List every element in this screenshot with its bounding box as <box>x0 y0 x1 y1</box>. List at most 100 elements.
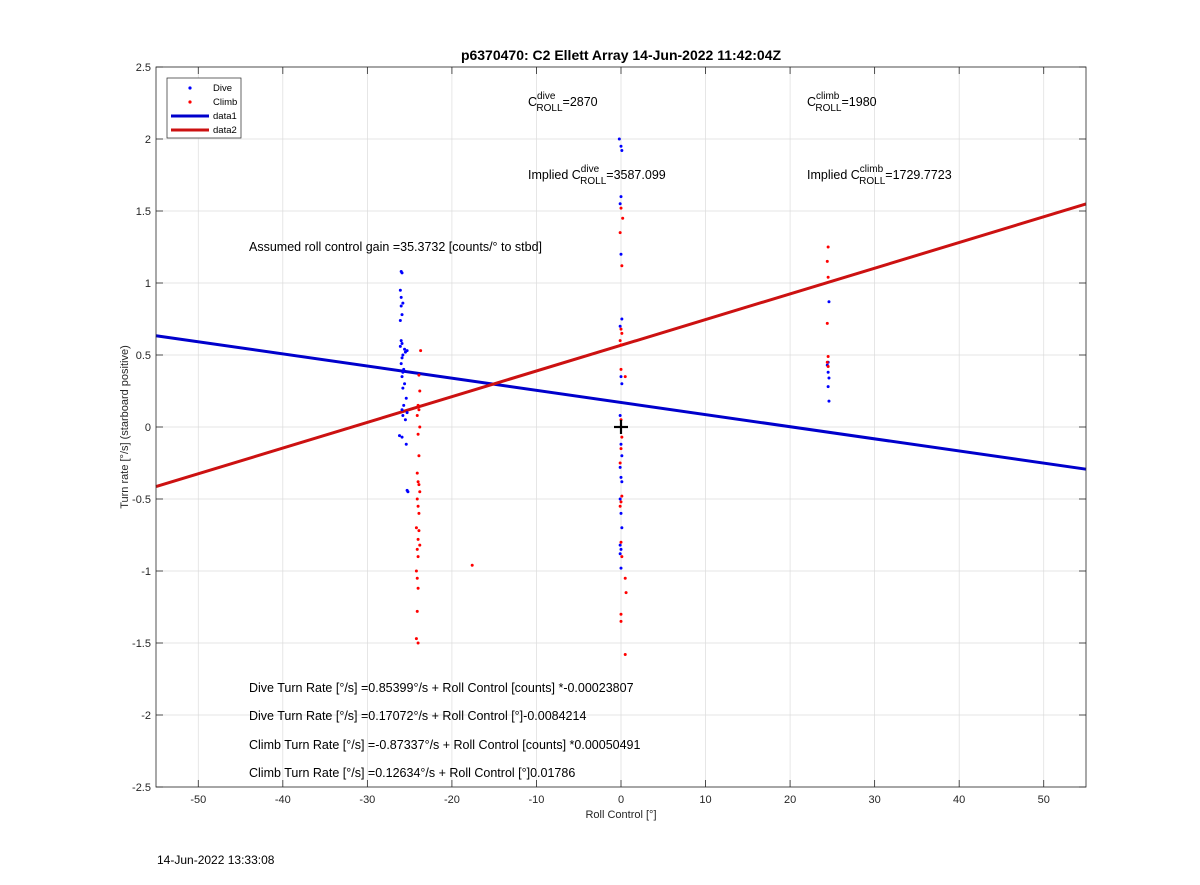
climb-equation-counts: Climb Turn Rate [°/s] =-0.87337°/s + Rol… <box>249 738 641 752</box>
plot-area: -50 -40 -30 -20 -10 0 10 20 30 40 50-2.5-2-1.5-1-0… <box>132 62 1087 806</box>
climb-point <box>825 321 829 325</box>
dive-point <box>826 370 830 374</box>
climb-point <box>416 555 420 559</box>
climb-point <box>414 526 418 530</box>
climb-point <box>618 339 622 343</box>
dive-point <box>400 435 404 439</box>
dive-point <box>618 202 622 206</box>
climb-point <box>624 591 628 595</box>
dive-point <box>620 317 624 321</box>
climb-point <box>623 375 627 379</box>
dive-point <box>401 301 405 305</box>
data1-fit-line <box>155 334 1087 471</box>
climb-point <box>418 389 422 393</box>
climb-point <box>620 555 624 559</box>
climb-point <box>618 504 622 508</box>
climb-point <box>826 275 830 279</box>
dive-point <box>618 324 622 328</box>
dive-point <box>398 344 402 348</box>
x-tick-label: 20 <box>784 794 796 806</box>
dive-point <box>619 375 623 379</box>
legend-dive-label: Dive <box>213 83 232 94</box>
climb-point <box>620 494 624 498</box>
dive-point <box>619 547 623 551</box>
dive-point <box>402 367 406 371</box>
climb-point <box>416 403 420 407</box>
chart-title: p6370470: C2 Ellett Array 14-Jun-2022 11… <box>461 47 782 63</box>
dive-point <box>403 347 407 351</box>
dive-point <box>619 144 623 148</box>
climb-point <box>415 471 419 475</box>
x-tick-label: -30 <box>359 794 375 806</box>
dive-point <box>619 511 623 515</box>
climb-point <box>620 435 624 439</box>
y-tick-label: 1 <box>145 278 151 290</box>
dive-point <box>619 475 623 479</box>
climb-point <box>620 331 624 335</box>
climb-point <box>416 432 420 436</box>
origin-marker <box>614 420 628 434</box>
climb-point <box>415 576 419 580</box>
climb-point <box>621 216 625 220</box>
dive-point <box>405 411 409 415</box>
climb-point <box>418 543 422 547</box>
dive-point <box>617 137 621 141</box>
legend-data1-label: data1 <box>213 111 237 122</box>
dive-point <box>400 271 404 275</box>
dive-point <box>620 382 624 386</box>
climb-point <box>826 245 830 249</box>
y-tick-label: 2.5 <box>136 62 151 74</box>
footer-timestamp: 14-Jun-2022 13:33:08 <box>157 853 275 867</box>
y-tick-label: -2.5 <box>132 782 151 794</box>
y-tick-label: -2 <box>141 710 151 722</box>
dive-point <box>400 356 404 360</box>
climb-point <box>414 637 418 641</box>
dive-equation-counts: Dive Turn Rate [°/s] =0.85399°/s + Roll … <box>249 681 634 695</box>
climb-point <box>418 425 422 429</box>
climb-point <box>417 454 421 458</box>
x-tick-label: 50 <box>1038 794 1050 806</box>
x-axis-label: Roll Control [°] <box>585 809 656 821</box>
axis-ticks: -50 -40 -30 -20 -10 0 10 20 30 40 50-2.5-2-1.5-1-0… <box>132 62 1086 806</box>
dive-point <box>399 362 403 366</box>
data-points <box>397 137 831 657</box>
roll-gain-annotation: Assumed roll control gain =35.3732 [coun… <box>249 240 542 254</box>
climb-point <box>826 354 830 358</box>
climb-point <box>416 537 420 541</box>
c-roll-climb-annotation: Cclimb ROLL=1980 <box>807 91 877 114</box>
climb-point <box>619 540 623 544</box>
dive-point <box>404 442 408 446</box>
dive-point <box>398 288 402 292</box>
dive-point <box>619 442 623 446</box>
y-tick-label: 0.5 <box>136 350 151 362</box>
dive-point <box>619 252 623 256</box>
implied-c-roll-dive-annotation: Implied Cdive ROLL=3587.099 <box>528 164 666 187</box>
dive-point <box>406 490 410 494</box>
dive-point <box>827 300 831 304</box>
dive-point <box>401 353 405 357</box>
dive-point <box>618 497 622 501</box>
climb-point <box>415 497 419 501</box>
climb-point <box>417 529 421 533</box>
climb-point <box>619 327 623 331</box>
x-tick-label: 40 <box>953 794 965 806</box>
dive-point <box>620 149 624 153</box>
climb-point <box>619 447 623 451</box>
y-axis-label: Turn rate [°/s] (starboard positive) <box>119 345 131 509</box>
climb-point <box>415 547 419 551</box>
x-tick-label: -40 <box>275 794 291 806</box>
dive-point <box>400 375 404 379</box>
legend-dive-marker <box>188 86 192 90</box>
x-tick-label: 30 <box>869 794 881 806</box>
climb-point <box>416 586 420 590</box>
climb-point <box>414 569 418 573</box>
dive-point <box>827 376 831 380</box>
legend: Dive Climb data1 data2 <box>166 77 242 139</box>
climb-point <box>418 490 422 494</box>
dive-point <box>618 465 622 469</box>
x-tick-label: -20 <box>444 794 460 806</box>
legend-box <box>166 77 242 139</box>
climb-point <box>619 500 623 504</box>
climb-point <box>619 206 623 210</box>
dive-point <box>619 566 623 570</box>
